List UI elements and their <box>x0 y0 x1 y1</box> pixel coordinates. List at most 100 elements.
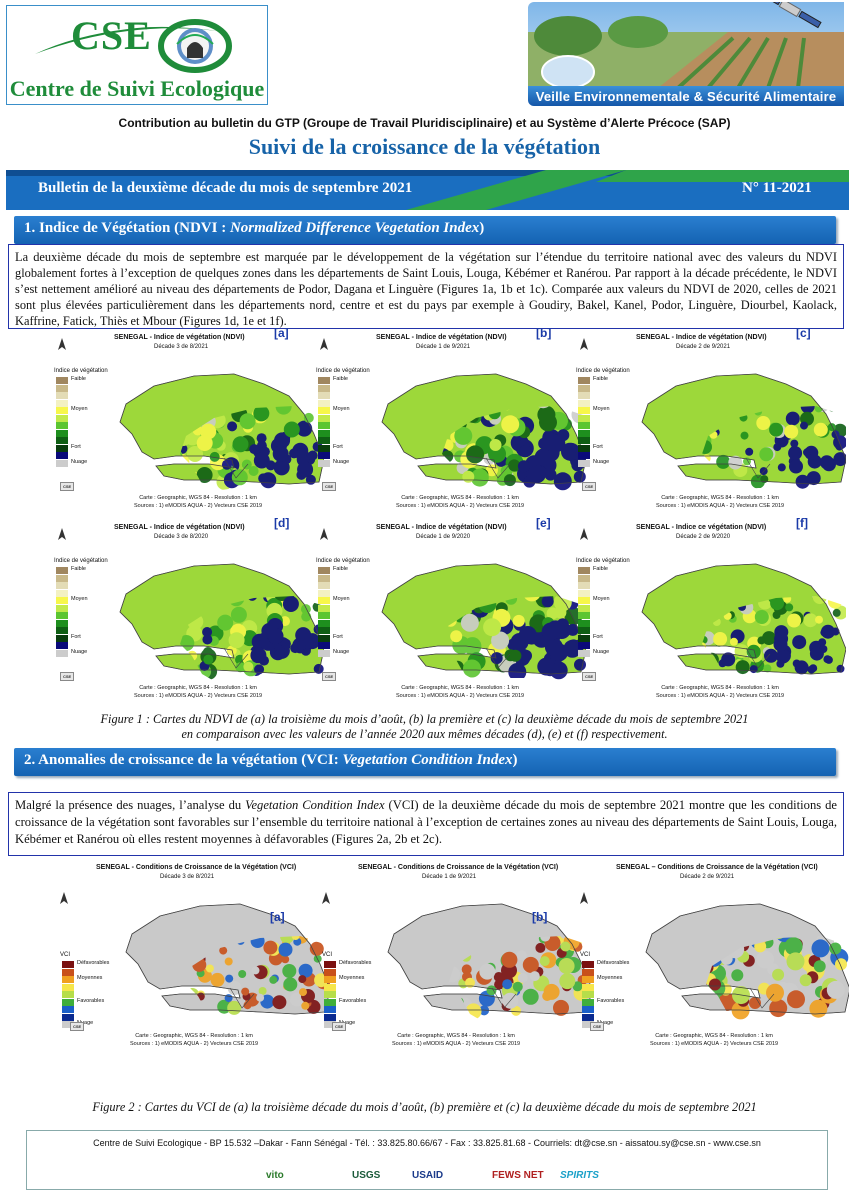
ndvi-map-title-5: SENEGAL - Indice ce végétation (NDVI) <box>636 524 767 531</box>
ndvi-legend-swatch <box>56 414 68 422</box>
ndvi-legend-swatch <box>56 399 68 407</box>
ndvi-legend-swatch <box>578 582 590 589</box>
vci-legend-swatch <box>62 983 74 991</box>
section2-title: 2. Anomalies de croissance de la végétat… <box>24 752 518 768</box>
header-banner: Veille Environnementale & Sécurité Alime… <box>528 2 844 106</box>
ndvi-legend-label: Fort <box>71 443 81 450</box>
ndvi-legend-swatch <box>578 649 590 657</box>
vci-map-letter-0: [a] <box>270 910 285 924</box>
vci-legend-title: VCI <box>322 952 333 958</box>
ndvi-legend-swatch <box>318 459 330 467</box>
ndvi-legend-swatch <box>318 612 330 619</box>
partner-fews-net: FEWS NET <box>492 1170 544 1181</box>
mini-cse-logo-icon: CSE <box>322 672 337 681</box>
ndvi-legend-swatch <box>318 619 330 627</box>
ndvi-legend-label: Faible <box>71 566 86 572</box>
ndvi-legend-swatch <box>318 597 330 604</box>
partner-vito: vito <box>266 1170 284 1181</box>
ndvi-legend-swatch <box>578 452 590 459</box>
vci-legend-swatch <box>582 991 594 998</box>
ndvi-legend-swatch <box>578 429 590 437</box>
ndvi-legend-swatch <box>578 444 590 452</box>
ndvi-map-title-0: SENEGAL - Indice de végétation (NDVI) <box>114 334 245 341</box>
credits-line2: Sources : 1) eMODIS AQUA - 2) Vecteurs C… <box>656 693 785 699</box>
mini-cse-logo-icon: CSE <box>322 482 337 491</box>
vci-legend-title: VCI <box>60 952 71 958</box>
ndvi-map-subtitle-4: Décade 1 de 9/2020 <box>416 534 471 540</box>
figure1-caption: Figure 1 : Cartes du NDVI de (a) la troi… <box>0 712 849 742</box>
ndvi-legend-label: Fort <box>593 443 603 450</box>
ndvi-legend-label: Moyen <box>333 406 350 412</box>
vci-legend-label: Défavorables <box>77 960 110 966</box>
ndvi-legend-swatch <box>578 422 590 429</box>
ndvi-map-credits-1: Carte : Geographic, WGS 84 - Resolution … <box>396 494 524 510</box>
logo-acronym: CSE <box>71 13 152 58</box>
bulletin-number: N° 11-2021 <box>742 180 812 196</box>
ndvi-legend-label: Moyen <box>593 406 610 412</box>
ndvi-legend-title: Indice de végétation <box>316 558 370 564</box>
ndvi-map-title-3: SENEGAL - Indice de végétation (NDVI) <box>114 524 245 531</box>
ndvi-legend-swatch <box>318 444 330 452</box>
mini-cse-logo-icon: CSE <box>332 1022 347 1031</box>
ndvi-legend-swatch <box>56 649 68 657</box>
ndvi-legend-swatch <box>56 582 68 589</box>
ndvi-map-subtitle-3: Décade 3 de 8/2020 <box>154 534 209 540</box>
ndvi-legend-label: Nuage <box>71 458 88 465</box>
ndvi-legend-title: Indice de végétation <box>316 368 370 374</box>
mini-cse-logo-icon: CSE <box>582 672 597 681</box>
ndvi-map-letter-1: [b] <box>536 326 552 340</box>
ndvi-legend-swatch <box>318 399 330 407</box>
ndvi-legend-label: Nuage <box>333 458 350 465</box>
figure2-caption: Figure 2 : Cartes du VCI de (a) la trois… <box>92 1100 757 1114</box>
ndvi-map-image-5 <box>641 563 848 675</box>
vci-map-0: SENEGAL - Conditions de Croissance de la… <box>60 862 331 1047</box>
figure1-caption-line1: Figure 1 : Cartes du NDVI de (a) la troi… <box>100 712 749 726</box>
vci-legend-swatch <box>582 998 594 1006</box>
credits-line1: Carte : Geographic, WGS 84 - Resolution … <box>135 1033 253 1039</box>
ndvi-map-3: SENEGAL - Indice de végétation (NDVI) Déc… <box>54 516 325 702</box>
ndvi-legend-swatch <box>318 567 330 574</box>
ndvi-legend-title: Indice de végétation <box>54 368 108 374</box>
vci-legend-swatch <box>62 998 74 1006</box>
vci-map-letter-1: [b] <box>532 910 548 924</box>
ndvi-map-letter-3: [d] <box>274 516 290 530</box>
ndvi-legend-swatch <box>318 634 330 642</box>
ndvi-legend-swatch <box>318 384 330 392</box>
credits-line1: Carte : Geographic, WGS 84 - Resolution … <box>655 1033 773 1039</box>
section1-text: La deuxième décade du mois de septembre … <box>8 244 844 329</box>
vci-legend-swatch <box>324 968 336 976</box>
vci-legend-swatch <box>324 961 336 968</box>
vci-map-subtitle-2: Décade 2 de 9/2021 <box>680 874 735 880</box>
vci-map-image-1 <box>387 903 593 1020</box>
ndvi-map-credits-3: Carte : Geographic, WGS 84 - Resolution … <box>134 684 262 700</box>
ndvi-legend-label: Fort <box>593 633 603 640</box>
ndvi-legend-swatch <box>578 597 590 604</box>
vci-legend-swatch <box>324 1013 336 1021</box>
ndvi-legend-label: Fort <box>71 633 81 640</box>
ndvi-legend-label: Fort <box>333 633 343 640</box>
vci-legend-label: Nuage <box>77 1020 94 1026</box>
ndvi-legend-swatch <box>318 582 330 589</box>
ndvi-legend-swatch <box>56 444 68 452</box>
ndvi-legend-title: Indice de végétation <box>576 368 630 374</box>
ndvi-map-credits-2: Carte : Geographic, WGS 84 - Resolution … <box>656 494 784 510</box>
north-arrow-icon <box>58 338 66 352</box>
ndvi-map-image-2 <box>641 373 848 489</box>
mini-cse-logo-icon: CSE <box>60 482 75 491</box>
bulletin-title: Bulletin de la deuxième décade du mois d… <box>38 180 413 196</box>
section1-title: 1. Indice de Végétation (NDVI : Normaliz… <box>24 220 485 236</box>
credits-line2: Sources : 1) eMODIS AQUA - 2) Vecteurs C… <box>134 693 263 699</box>
ndvi-legend-label: Nuage <box>333 648 350 655</box>
ndvi-legend-swatch <box>56 422 68 429</box>
ndvi-legend-swatch <box>318 392 330 399</box>
ndvi-map-subtitle-5: Décade 2 de 9/2020 <box>676 534 731 540</box>
ndvi-legend-label: Moyen <box>71 596 88 602</box>
ndvi-legend-swatch <box>56 384 68 392</box>
banner-tagline: Veille Environnementale & Sécurité Alime… <box>535 89 837 104</box>
ndvi-legend-swatch <box>318 589 330 597</box>
ndvi-legend-swatch <box>56 452 68 459</box>
ndvi-legend-swatch <box>578 414 590 422</box>
ndvi-legend-swatch <box>318 422 330 429</box>
ndvi-legend-swatch <box>578 567 590 574</box>
vci-legend-label: Moyennes <box>77 975 103 981</box>
